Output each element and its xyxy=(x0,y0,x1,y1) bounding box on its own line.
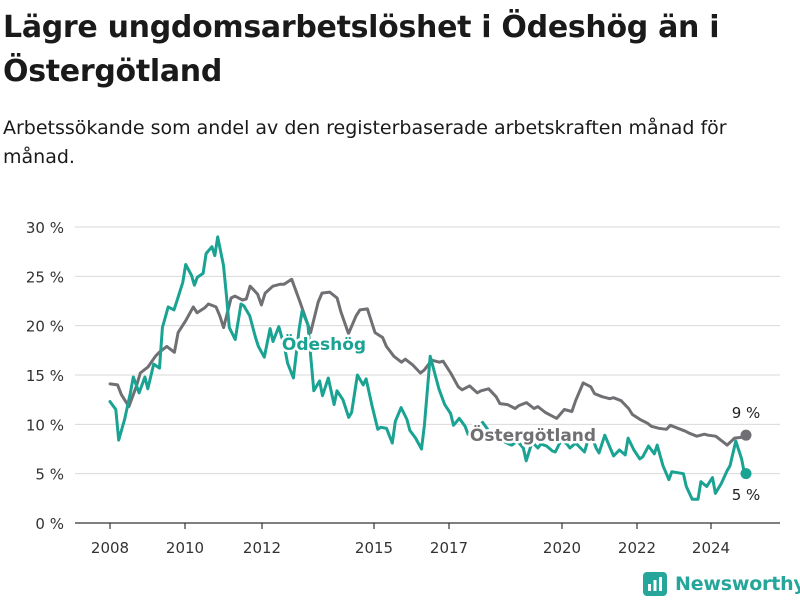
brand-name: Newsworthy xyxy=(675,573,800,595)
series-line-odeshog xyxy=(108,235,746,501)
brand: Newsworthy xyxy=(643,570,800,598)
x-tick-label: 2022 xyxy=(618,539,656,557)
end-point xyxy=(740,468,752,480)
x-tick-label: 2015 xyxy=(355,539,393,557)
x-tick-label: 2010 xyxy=(166,539,204,557)
x-tick-label: 2024 xyxy=(692,539,730,557)
y-tick-label: 5 % xyxy=(35,466,64,484)
x-tick-label: 2012 xyxy=(243,539,281,557)
series-name-label: Ödeshög xyxy=(282,333,366,355)
series-name-halo: Ödeshög xyxy=(282,333,366,355)
end-value-label: 5 % xyxy=(732,486,761,504)
series-name-label: Östergötland xyxy=(470,424,596,446)
y-tick-label: 15 % xyxy=(26,367,64,385)
y-tick-label: 0 % xyxy=(35,515,64,533)
y-tick-label: 20 % xyxy=(26,318,64,336)
end-point xyxy=(740,429,752,441)
x-tick-label: 2017 xyxy=(430,539,468,557)
end-value-label: 9 % xyxy=(732,404,761,422)
newsworthy-logo-icon xyxy=(643,572,667,596)
y-tick-label: 10 % xyxy=(26,416,64,434)
y-tick-label: 30 % xyxy=(26,219,64,237)
series-name-halo: Östergötland xyxy=(470,424,596,446)
series-line-ostergotland xyxy=(108,277,748,447)
chart-subtitle: Arbetssökande som andel av den registerb… xyxy=(3,117,727,168)
y-tick-label: 25 % xyxy=(26,268,64,286)
x-tick-label: 2008 xyxy=(91,539,129,557)
chart-title: Lägre ungdomsarbetslöshet i Ödeshög än i… xyxy=(3,10,720,89)
x-tick-label: 2020 xyxy=(543,539,581,557)
